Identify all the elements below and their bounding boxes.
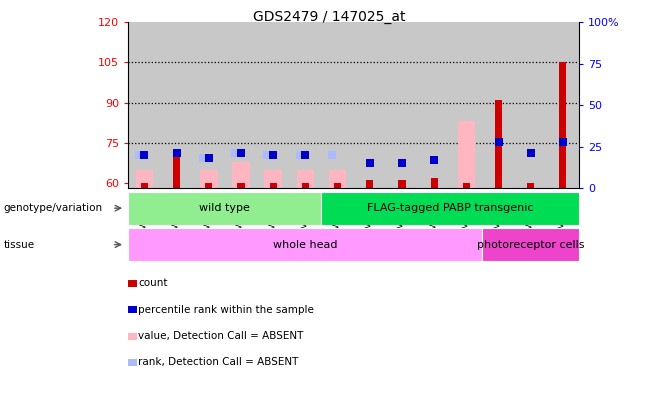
Text: value, Detection Call = ABSENT: value, Detection Call = ABSENT: [138, 331, 304, 341]
Text: GDS2479 / 147025_at: GDS2479 / 147025_at: [253, 10, 405, 24]
Bar: [322, 22, 354, 188]
Bar: [495, 100, 502, 188]
Bar: [225, 22, 257, 188]
Bar: [265, 170, 282, 188]
Bar: [334, 183, 341, 188]
Bar: [367, 180, 373, 188]
Bar: [205, 183, 213, 188]
Bar: [399, 180, 405, 188]
Bar: [547, 22, 579, 188]
Bar: [457, 122, 475, 188]
Bar: [386, 22, 418, 188]
Bar: [128, 333, 137, 340]
Bar: [430, 178, 438, 188]
Bar: [322, 192, 579, 225]
Bar: [482, 228, 579, 261]
Bar: [136, 170, 153, 188]
Bar: [354, 22, 386, 188]
Bar: [418, 22, 450, 188]
Bar: [450, 22, 482, 188]
Bar: [238, 183, 245, 188]
Bar: [515, 22, 547, 188]
Bar: [173, 151, 180, 188]
Bar: [463, 183, 470, 188]
Text: rank, Detection Call = ABSENT: rank, Detection Call = ABSENT: [138, 358, 299, 367]
Bar: [141, 183, 148, 188]
Bar: [482, 22, 515, 188]
Text: percentile rank within the sample: percentile rank within the sample: [138, 305, 315, 315]
Bar: [128, 228, 482, 261]
Text: wild type: wild type: [199, 203, 250, 213]
Bar: [200, 170, 218, 188]
Bar: [290, 22, 322, 188]
Bar: [270, 183, 277, 188]
Bar: [128, 280, 137, 287]
Bar: [559, 62, 567, 188]
Text: count: count: [138, 279, 168, 288]
Bar: [128, 359, 137, 366]
Text: whole head: whole head: [273, 240, 338, 249]
Bar: [297, 170, 315, 188]
Bar: [128, 192, 322, 225]
Bar: [257, 22, 290, 188]
Bar: [128, 22, 161, 188]
Text: tissue: tissue: [3, 240, 34, 249]
Bar: [302, 183, 309, 188]
Bar: [193, 22, 225, 188]
Bar: [329, 170, 346, 188]
Text: FLAG-tagged PABP transgenic: FLAG-tagged PABP transgenic: [367, 203, 534, 213]
Bar: [161, 22, 193, 188]
Text: photoreceptor cells: photoreceptor cells: [477, 240, 584, 249]
Text: genotype/variation: genotype/variation: [3, 203, 103, 213]
Bar: [128, 306, 137, 313]
Bar: [527, 183, 534, 188]
Bar: [232, 162, 250, 188]
